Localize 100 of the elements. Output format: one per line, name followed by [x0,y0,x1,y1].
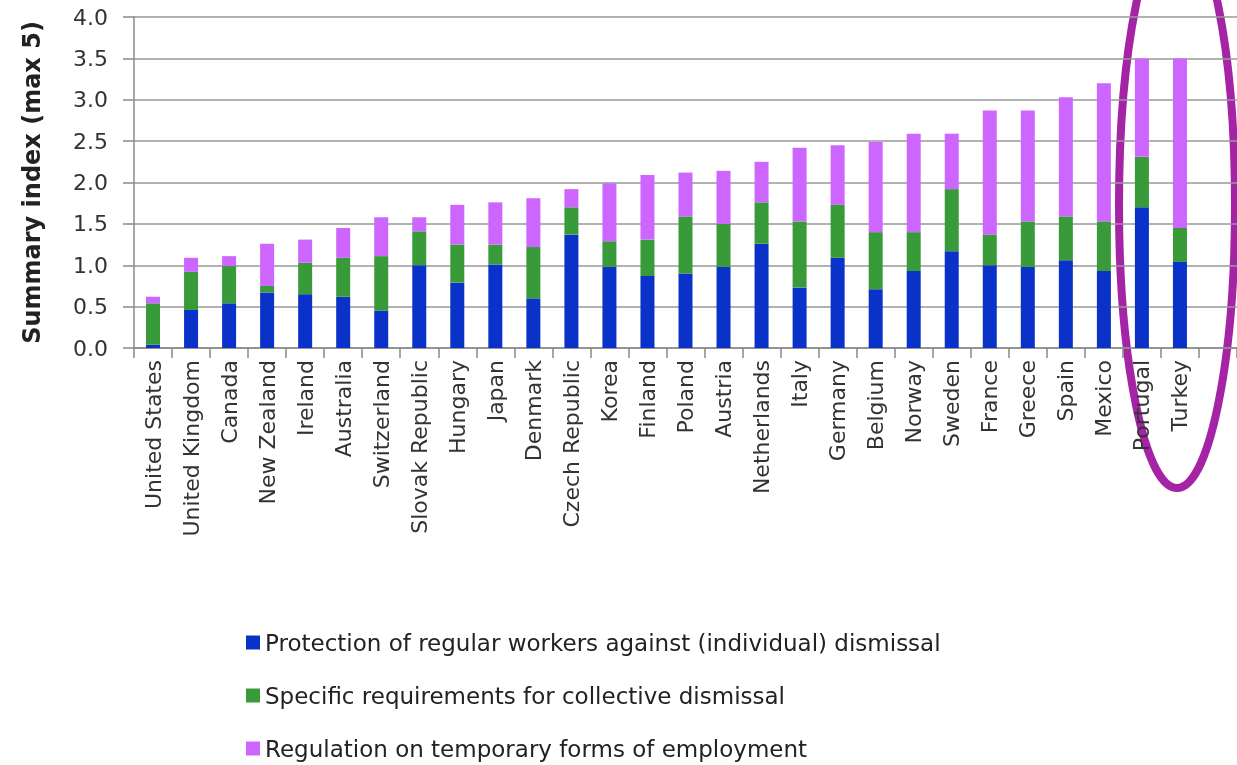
x-tick-label: Germany [825,360,851,462]
bar [336,296,351,348]
x-tick-label: Mexico [1091,360,1117,437]
bar [222,303,237,348]
bar [526,198,541,248]
x-tick-label: Slovak Republic [406,360,432,534]
bar [526,247,541,299]
bar [602,183,617,242]
bar [944,133,959,190]
bar [298,239,313,263]
x-tick-label: Korea [596,360,622,423]
bar [830,145,845,205]
bar [336,257,351,297]
bar [564,189,579,208]
bar [868,141,883,233]
bar [1020,221,1035,267]
bar [1172,261,1187,348]
x-tick-label: Austria [711,360,737,438]
y-tick-label: 3.5 [73,45,108,71]
x-tick-label: France [977,360,1003,434]
bar [298,262,313,295]
bar [602,266,617,348]
bar [450,204,465,245]
bar [184,271,199,310]
bar [678,273,693,348]
bar [488,264,503,348]
bar [982,265,997,348]
x-tick-label: Canada [216,360,242,444]
bar [1096,271,1111,348]
bar [260,292,275,348]
bar [184,257,199,272]
bar [982,234,997,266]
x-tick-label: Sweden [939,360,965,447]
bar [412,217,427,232]
x-tick-label: Poland [673,360,698,434]
bar [640,175,655,240]
x-tick-label: Belgium [863,360,889,451]
x-tick-label: United States [140,360,166,509]
bar [678,216,693,274]
bar [146,303,161,345]
bar [336,228,351,258]
x-tick-label: United Kingdom [178,360,204,537]
x-tick-label: Denmark [520,359,546,462]
bar [222,256,237,267]
bar [716,266,731,348]
y-tick-label: 1.0 [73,252,108,278]
x-tick-label: Ireland [292,360,318,437]
bar [1058,260,1073,348]
bar [488,202,503,245]
bar [792,147,807,222]
bar [944,189,959,252]
bar [1134,156,1149,208]
bar [754,161,769,203]
x-tick-label: Finland [634,360,660,439]
bar [146,296,161,304]
bar [450,282,465,348]
bar [374,217,389,257]
bar [944,251,959,348]
bar [754,202,769,244]
y-tick-label: 2.0 [73,170,108,195]
bar [1134,58,1149,157]
bar [754,243,769,348]
bar [602,241,617,267]
x-tick-label: Portugal [1129,360,1155,452]
bar [1058,216,1073,261]
bar [868,289,883,348]
bar [488,244,503,265]
bar [906,133,921,233]
y-tick-label: 0.0 [73,335,108,361]
bar [1020,266,1035,348]
bar [146,344,161,348]
y-axis-title: Summary index (max 5) [18,21,46,344]
bar [830,257,845,348]
y-tick-label: 0.5 [73,294,108,320]
bar [260,243,275,286]
bar [1172,58,1187,229]
bar [792,287,807,348]
y-tick-label: 4.0 [73,4,108,30]
bar [1096,221,1111,272]
bar [260,285,275,293]
x-tick-label: Czech Republic [558,360,584,528]
y-tick-label: 1.5 [73,211,108,237]
bar [716,170,731,224]
bar [526,298,541,348]
bar [716,223,731,267]
x-tick-label: Australia [330,360,356,458]
bar [982,110,997,235]
bar [564,207,579,235]
bar [792,221,807,288]
x-tick-label: Japan [482,360,508,424]
legend-label: Regulation on temporary forms of employment [265,735,808,762]
bar [906,232,921,272]
legend-label: Protection of regular workers against (individual) dismissal [265,629,941,656]
bar [906,271,921,348]
bar [374,310,389,348]
x-tick-label: Switzerland [368,360,394,489]
y-tick-label: 2.5 [73,128,108,154]
x-tick-label: Netherlands [749,360,775,495]
bar [222,266,237,304]
bar [640,276,655,348]
